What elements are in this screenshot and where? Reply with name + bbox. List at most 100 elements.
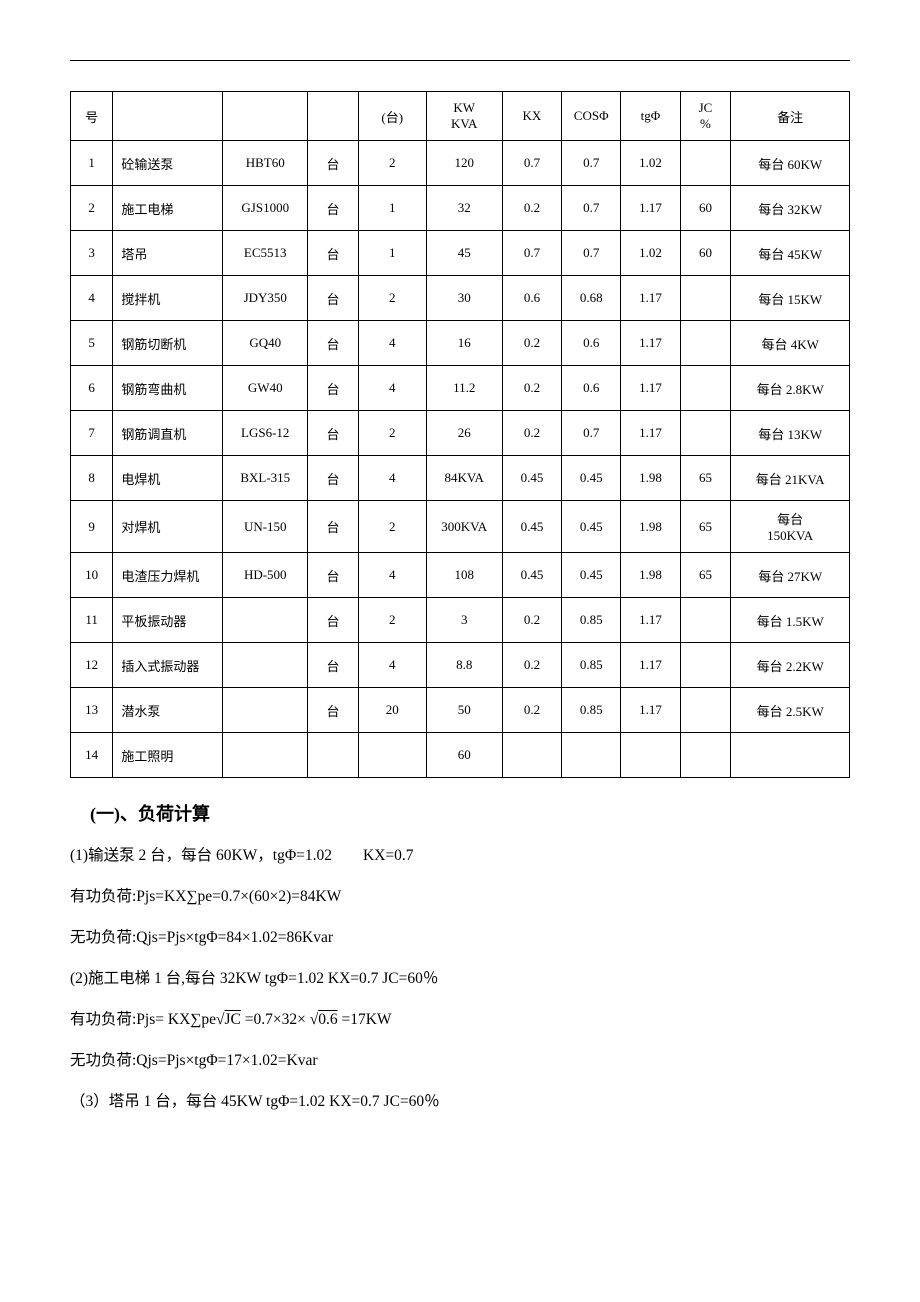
cell-tg: 1.17: [621, 276, 680, 321]
cell-tg: 1.17: [621, 598, 680, 643]
col-kx: KX: [502, 92, 561, 141]
cell-cos: 0.45: [562, 553, 621, 598]
cell-tg: 1.02: [621, 141, 680, 186]
cell-remark: 每台 1.5KW: [731, 598, 850, 643]
col-tg: tgΦ: [621, 92, 680, 141]
cell-kw: 8.8: [426, 643, 502, 688]
cell-model: GJS1000: [223, 186, 308, 231]
cell-tg: 1.17: [621, 688, 680, 733]
cell-remark: 每台 27KW: [731, 553, 850, 598]
table-row: 4搅拌机JDY350台2300.60.681.17每台 15KW: [71, 276, 850, 321]
table-row: 8电焊机BXL-315台484KVA0.450.451.9865每台 21KVA: [71, 456, 850, 501]
cell-unit: 台: [308, 186, 359, 231]
cell-unit: 台: [308, 688, 359, 733]
cell-jc: [680, 366, 731, 411]
cell-kw: 60: [426, 733, 502, 778]
table-row: 2施工电梯GJS1000台1320.20.71.1760每台 32KW: [71, 186, 850, 231]
cell-model: JDY350: [223, 276, 308, 321]
cell-remark: 每台 45KW: [731, 231, 850, 276]
cell-kw: 16: [426, 321, 502, 366]
cell-qty: 4: [358, 643, 426, 688]
cell-no: 6: [71, 366, 113, 411]
cell-cos: 0.85: [562, 688, 621, 733]
cell-cos: 0.6: [562, 366, 621, 411]
cell-jc: [680, 321, 731, 366]
cell-tg: [621, 733, 680, 778]
col-remark: 备注: [731, 92, 850, 141]
cell-qty: 2: [358, 598, 426, 643]
cell-remark: 每台 60KW: [731, 141, 850, 186]
cell-no: 14: [71, 733, 113, 778]
cell-name: 潜水泵: [113, 688, 223, 733]
calc-1-pjs: 有功负荷:Pjs=KX∑pe=0.7×(60×2)=84KW: [70, 881, 850, 912]
cell-tg: 1.98: [621, 501, 680, 553]
cell-kw: 84KVA: [426, 456, 502, 501]
cell-kw: 32: [426, 186, 502, 231]
cell-model: [223, 643, 308, 688]
cell-tg: 1.17: [621, 411, 680, 456]
cell-kx: 0.45: [502, 501, 561, 553]
cell-cos: 0.7: [562, 186, 621, 231]
calc-2-pjs-mid: =0.7×32× √: [241, 1011, 318, 1028]
cell-no: 13: [71, 688, 113, 733]
cell-unit: 台: [308, 553, 359, 598]
cell-tg: 1.98: [621, 553, 680, 598]
cell-kx: 0.7: [502, 141, 561, 186]
cell-kx: 0.2: [502, 366, 561, 411]
table-body: 1砼输送泵HBT60台21200.70.71.02每台 60KW2施工电梯GJS…: [71, 141, 850, 778]
cell-name: 钢筋切断机: [113, 321, 223, 366]
calc-2-pjs-root2: 0.6: [318, 1011, 337, 1028]
cell-cos: 0.85: [562, 598, 621, 643]
cell-qty: [358, 733, 426, 778]
cell-kx: 0.2: [502, 643, 561, 688]
cell-remark: 每台 32KW: [731, 186, 850, 231]
calc-1-qjs: 无功负荷:Qjs=Pjs×tgΦ=84×1.02=86Kvar: [70, 922, 850, 953]
cell-unit: 台: [308, 321, 359, 366]
cell-cos: 0.68: [562, 276, 621, 321]
cell-no: 12: [71, 643, 113, 688]
cell-no: 7: [71, 411, 113, 456]
cell-jc: [680, 733, 731, 778]
cell-qty: 2: [358, 276, 426, 321]
cell-kw: 50: [426, 688, 502, 733]
cell-model: GW40: [223, 366, 308, 411]
cell-remark: [731, 733, 850, 778]
cell-model: UN-150: [223, 501, 308, 553]
table-row: 6钢筋弯曲机GW40台411.20.20.61.17每台 2.8KW: [71, 366, 850, 411]
col-no: 号: [71, 92, 113, 141]
cell-kx: 0.45: [502, 553, 561, 598]
cell-kw: 30: [426, 276, 502, 321]
cell-cos: 0.7: [562, 411, 621, 456]
table-row: 13潜水泵台20500.20.851.17每台 2.5KW: [71, 688, 850, 733]
cell-no: 1: [71, 141, 113, 186]
cell-remark: 每台 15KW: [731, 276, 850, 321]
cell-qty: 20: [358, 688, 426, 733]
cell-model: HBT60: [223, 141, 308, 186]
table-row: 9对焊机UN-150台2300KVA0.450.451.9865每台 150KV…: [71, 501, 850, 553]
cell-unit: 台: [308, 366, 359, 411]
cell-kx: [502, 733, 561, 778]
cell-kw: 3: [426, 598, 502, 643]
cell-name: 电焊机: [113, 456, 223, 501]
cell-kw: 11.2: [426, 366, 502, 411]
cell-no: 4: [71, 276, 113, 321]
cell-tg: 1.17: [621, 366, 680, 411]
cell-kw: 108: [426, 553, 502, 598]
cell-unit: [308, 733, 359, 778]
cell-tg: 1.17: [621, 321, 680, 366]
cell-unit: 台: [308, 456, 359, 501]
cell-cos: 0.6: [562, 321, 621, 366]
equipment-table: 号 (台) KW KVA KX COSΦ tgΦ JC % 备注 1砼输送泵HB…: [70, 91, 850, 778]
col-qty: (台): [358, 92, 426, 141]
cell-tg: 1.02: [621, 231, 680, 276]
cell-no: 5: [71, 321, 113, 366]
cell-qty: 2: [358, 141, 426, 186]
cell-name: 电渣压力焊机: [113, 553, 223, 598]
table-row: 7钢筋调直机LGS6-12台2260.20.71.17每台 13KW: [71, 411, 850, 456]
cell-remark: 每台 13KW: [731, 411, 850, 456]
cell-cos: 0.45: [562, 501, 621, 553]
cell-name: 施工电梯: [113, 186, 223, 231]
cell-remark: 每台 4KW: [731, 321, 850, 366]
cell-qty: 4: [358, 553, 426, 598]
calc-2-head: (2)施工电梯 1 台,每台 32KW tgΦ=1.02 KX=0.7 JC=6…: [70, 963, 850, 994]
